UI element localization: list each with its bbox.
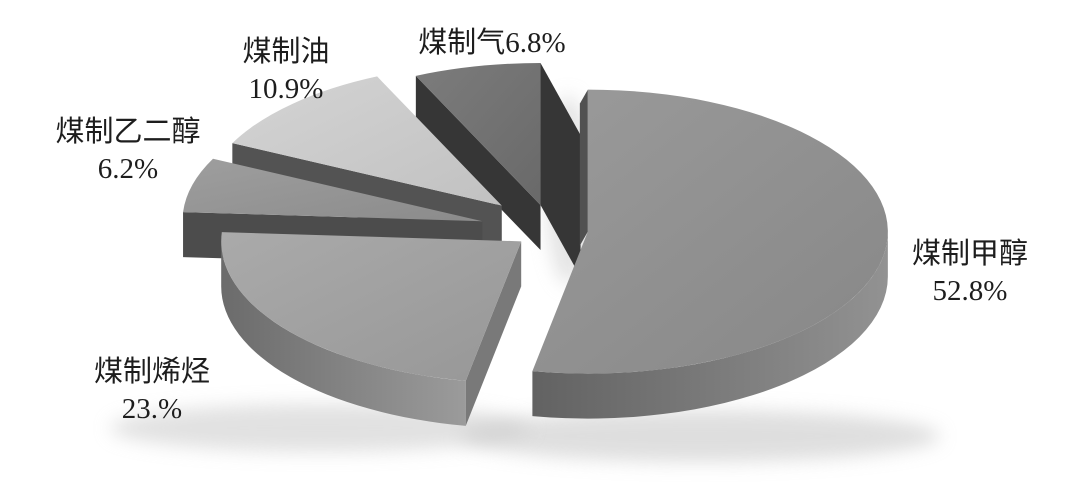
slice-label-coal-to-olefins: 煤制烯烃 23.% (94, 354, 210, 428)
slice-label-coal-to-gas: 煤制气6.8% (418, 25, 565, 62)
slice-label-value: 23.% (121, 393, 183, 425)
slice-label-value: 10.9% (248, 73, 324, 105)
slice-label-name: 煤制乙二醇 (55, 116, 201, 148)
slice-label-value: 52.8% (932, 275, 1008, 307)
slice-label-coal-to-methanol: 煤制甲醇 52.8% (912, 236, 1028, 310)
slice-label-name: 煤制气6.8% (418, 27, 566, 59)
slice-label-value: 6.2% (97, 153, 159, 185)
slice-label-name: 煤制油 (242, 36, 330, 68)
slice-label-name: 煤制甲醇 (911, 238, 1029, 270)
slice-label-name: 煤制烯烃 (93, 356, 211, 388)
slice-label-coal-to-oil: 煤制油 10.9% (242, 34, 329, 108)
slice-label-coal-to-ethylene-glycol: 煤制乙二醇 6.2% (55, 114, 200, 188)
